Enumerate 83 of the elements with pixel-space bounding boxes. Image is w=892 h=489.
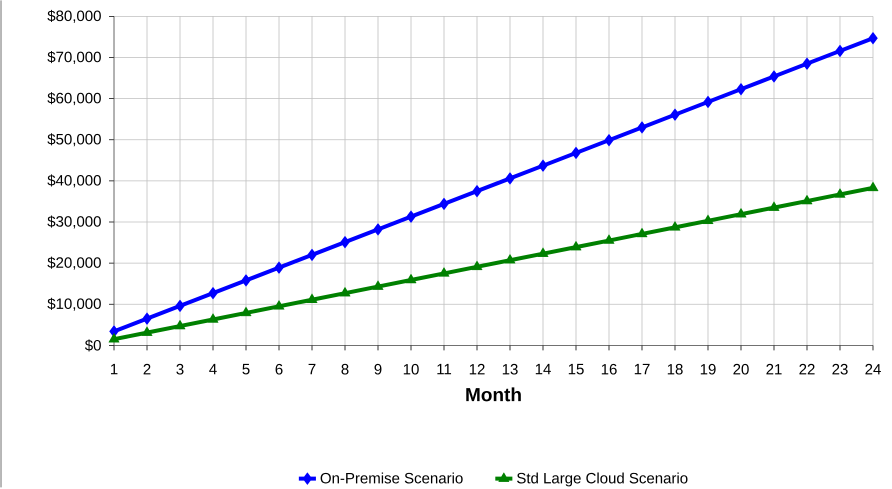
x-tick-label: 19 [700,364,716,375]
x-tick-label: 1 [110,364,118,374]
x-tick-label: 11 [437,364,452,374]
point [208,313,218,323]
point [372,280,384,290]
point [835,44,845,58]
point [174,320,186,330]
point [340,236,350,249]
x-tick-label: 22 [799,364,815,374]
x-tick-label: 12 [470,364,485,374]
point [175,300,185,312]
legend-label: On-Premise Scenario [320,472,463,484]
x-tick-label: 14 [536,364,551,374]
y-tick-label: $20,000 [47,256,101,270]
point [538,160,548,172]
point [604,234,614,244]
x-tick-label: 9 [374,364,382,375]
x-tick-label: 16 [602,364,617,375]
x-tick-label: 10 [404,364,419,375]
point [306,294,318,304]
point [472,260,482,270]
y-tick-label: $0 [84,339,101,352]
point [142,326,152,336]
point [768,201,780,211]
x-tick-label: 23 [832,364,848,375]
legend-label: Std Large Cloud Scenario [517,472,688,487]
x-tick-label: 2 [144,364,150,374]
point [438,267,450,277]
point [406,274,416,284]
x-tick-label: 18 [668,364,683,375]
point [802,58,812,70]
y-tick-label: $40,000 [47,174,101,188]
point [868,182,878,192]
point [636,228,648,238]
x-tick-label: 8 [341,364,349,375]
y-tick-label: $10,000 [47,298,101,311]
x-tick-label: 24 [865,364,881,374]
point [274,262,284,274]
point [834,188,846,198]
point [637,121,647,134]
x-tick-label: 15 [568,364,584,374]
point [571,146,581,160]
point [472,185,482,198]
y-tick-label: $50,000 [47,133,101,146]
y-tick-label: $30,000 [47,216,101,229]
point [538,248,548,258]
point [240,306,252,316]
point [439,198,449,210]
point [736,208,746,218]
point [406,210,416,224]
x-tick-label: 20 [733,364,749,375]
point [604,134,614,147]
point [702,214,714,224]
point [208,287,218,300]
x-tick-label: 21 [766,364,782,374]
x-tick-label: 6 [276,364,283,375]
x-axis-title: Month [466,388,521,402]
point [241,274,251,287]
x-tick-label: 3 [176,364,184,375]
point [703,96,713,108]
point [373,223,383,236]
point [307,248,317,262]
point [504,254,516,264]
point [670,221,680,231]
x-tick-label: 17 [634,364,650,374]
x-tick-label: 13 [502,364,518,375]
x-tick-label: 5 [242,364,250,374]
point [142,312,152,326]
y-tick-label: $60,000 [47,92,101,106]
point [736,83,746,96]
point [274,300,284,310]
x-tick-label: 7 [308,364,316,374]
point [108,333,120,343]
x-tick-label: 4 [209,364,217,374]
y-tick-label: $70,000 [47,51,101,64]
y-tick-label: $80,000 [47,10,101,23]
point [802,194,812,204]
point [340,287,350,297]
point [769,70,779,83]
point [570,240,582,250]
point [505,172,515,185]
point [868,32,878,45]
point [670,108,680,122]
